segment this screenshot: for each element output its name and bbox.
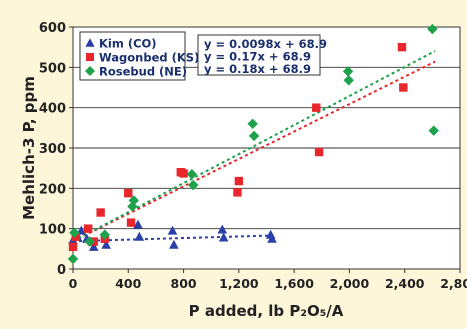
data-point (314, 147, 324, 157)
trendline-equation: y = 0.0098x + 68.9 (204, 37, 327, 51)
data-point (124, 188, 133, 198)
x-tick-label: 2,000 (330, 276, 370, 291)
y-tick-label: 300 (39, 142, 66, 157)
data-point (84, 224, 93, 233)
y-axis-title: Mehlich-3 P, ppm (20, 76, 38, 220)
data-point (179, 169, 188, 178)
data-point (69, 227, 80, 238)
data-point (312, 103, 321, 112)
data-point (169, 239, 179, 249)
data-point (126, 218, 136, 227)
data-point (167, 225, 178, 235)
data-point (233, 188, 242, 197)
equation-lines: y = 0.0098x + 68.9y = 0.17x + 68.9y = 0.… (204, 37, 327, 76)
data-point (217, 224, 228, 234)
trendline-equation: y = 0.17x + 68.9 (204, 50, 311, 64)
y-tick-label: 400 (39, 102, 66, 117)
legend-marker (85, 66, 95, 76)
data-point (234, 176, 244, 186)
data-point (68, 242, 78, 252)
data-point (101, 239, 111, 249)
legend-label: Rosebud (NE) (99, 65, 187, 79)
x-tick-label: 1,600 (274, 276, 314, 291)
legend-label: Kim (CO) (99, 37, 157, 51)
trendline-equation: y = 0.18x + 68.9 (204, 62, 311, 76)
y-tick-label: 0 (57, 263, 66, 278)
legend-marker (86, 53, 94, 61)
x-tick-label: 2,400 (385, 276, 425, 291)
x-tick-label: 400 (115, 276, 141, 291)
data-point (428, 125, 439, 136)
data-point (96, 208, 105, 217)
y-tick-label: 600 (39, 21, 66, 36)
equation-box-frame (197, 34, 321, 76)
legend-label: Wagonbed (KS) (99, 51, 199, 65)
legend-entries: Kim (CO)Wagonbed (KS)Rosebud (NE) (85, 37, 199, 79)
data-point (71, 232, 80, 241)
data-point (88, 241, 99, 251)
data-point (247, 118, 258, 129)
data-point (188, 179, 199, 191)
data-point (186, 169, 198, 180)
y-tick-label: 100 (39, 223, 66, 238)
data-point (342, 66, 354, 77)
axes: 0 100 200 300 400 500 600 0 400 800 1,200 1,600 2,00… (39, 21, 467, 291)
legend-marker (85, 38, 95, 47)
x-tick-label: 0 (69, 276, 78, 291)
equation-box: y = 0.0098x + 68.9y = 0.17x + 68.9y = 0.… (197, 34, 327, 76)
data-point (99, 229, 110, 240)
y-tick-label: 500 (39, 61, 66, 76)
data-points (67, 23, 439, 265)
data-point (67, 253, 79, 265)
x-axis-title: P added, lb P₂O₅/A (189, 302, 344, 320)
data-point (133, 219, 143, 229)
data-point (134, 231, 145, 241)
y-tick-label: 200 (39, 182, 66, 197)
data-point (84, 236, 95, 247)
legend: Kim (CO)Wagonbed (KS)Rosebud (NE) (79, 31, 199, 81)
data-point (128, 195, 140, 206)
x-tick-label: 800 (171, 276, 197, 291)
trendline (72, 60, 436, 243)
data-point (397, 42, 407, 52)
x-tick-label: 1,200 (219, 276, 259, 291)
legend-box (79, 31, 186, 81)
data-point (399, 83, 408, 92)
data-point (248, 130, 260, 142)
data-point (427, 23, 438, 35)
x-tick-label: 2,800 (440, 276, 467, 291)
data-point (218, 232, 229, 242)
data-point (267, 233, 277, 243)
data-point (343, 75, 354, 86)
